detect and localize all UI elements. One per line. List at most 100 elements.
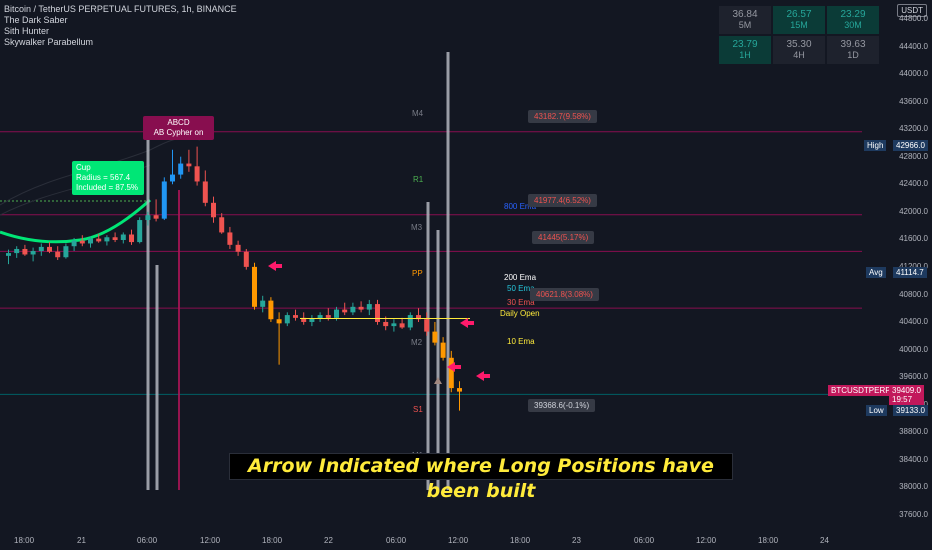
candle-body xyxy=(120,234,126,241)
low-tag-label: Low xyxy=(866,405,887,416)
candle-body xyxy=(342,309,348,313)
candle-body xyxy=(71,240,77,247)
price-axis-label: 37600.0 xyxy=(899,509,928,519)
candle-body xyxy=(358,306,364,310)
candle-body xyxy=(416,315,421,320)
price-axis-label: 38400.0 xyxy=(899,454,928,464)
pivot-m4: M4 xyxy=(412,109,424,118)
candle-body xyxy=(88,238,93,244)
currency-button[interactable]: USDT xyxy=(897,4,927,17)
time-axis-label: 18:00 xyxy=(758,536,779,545)
price-axis-label: 44800.0 xyxy=(899,14,928,23)
bar-countdown: 19:57 xyxy=(892,395,913,404)
ema-10-label: 10 Ema xyxy=(507,337,535,346)
last-price-tag: 39409.0 19:57 xyxy=(889,385,924,405)
candle-body xyxy=(47,246,52,252)
high-tag-value: 42966.0 xyxy=(893,140,928,151)
pivot-s1: S1 xyxy=(413,405,423,414)
avg-tag-value: 41114.7 xyxy=(893,267,927,278)
tf-value: 26.57 xyxy=(786,9,812,20)
time-axis-label: 06:00 xyxy=(386,536,407,545)
time-axis-label: 21 xyxy=(77,536,86,545)
time-axis-label: 18:00 xyxy=(262,536,283,545)
candle-body xyxy=(399,323,405,328)
level-callout-1[interactable]: 43182.7(9.58%) xyxy=(528,110,597,123)
candle-body xyxy=(268,300,274,320)
candle-body xyxy=(137,220,143,243)
level-callout-5[interactable]: 39368.6(-0.1%) xyxy=(528,399,596,412)
price-axis-label: 42000.0 xyxy=(899,206,928,216)
candle-body xyxy=(202,181,208,203)
candle-body xyxy=(129,234,134,243)
avg-tag-label: Avg xyxy=(866,267,886,278)
abcd-subtitle: AB Cypher on xyxy=(153,128,204,137)
long-position-arrow-3 xyxy=(447,362,461,372)
candle-body xyxy=(178,163,184,175)
indicator-dark-saber[interactable]: The Dark Saber xyxy=(4,15,68,25)
price-axis-label: 40000.0 xyxy=(899,344,928,354)
time-axis-label: 12:00 xyxy=(448,536,469,545)
cup-curve xyxy=(0,198,152,244)
level-callout-4[interactable]: 40621.8(3.08%) xyxy=(530,288,599,301)
candle-body xyxy=(284,315,290,324)
candle-body xyxy=(317,315,323,319)
tf-label: 30M xyxy=(844,20,862,30)
indicator-skywalker-parabellum[interactable]: Skywalker Parabellum xyxy=(4,37,94,47)
candle-body xyxy=(96,238,102,242)
candle-body xyxy=(383,321,389,327)
annotation-banner: Arrow Indicated where Long Positions hav… xyxy=(229,453,733,502)
level-callout-2[interactable]: 41977.4(6.52%) xyxy=(528,194,597,207)
price-axis-label: 38000.0 xyxy=(899,482,928,492)
long-position-arrow-2 xyxy=(460,318,474,328)
price-axis-label: 41200.0 xyxy=(899,262,928,271)
daily-open-label: Daily Open xyxy=(500,309,540,318)
pivot-pp: PP xyxy=(412,269,423,278)
price-axis-label: 43200.0 xyxy=(899,124,928,134)
tf-value: 36.84 xyxy=(732,9,758,20)
symbol-tag: BTCUSDTPERP xyxy=(828,385,894,396)
symbol-title[interactable]: Bitcoin / TetherUS PERPETUAL FUTURES, 1h… xyxy=(4,4,237,14)
candle-body xyxy=(219,217,225,233)
time-axis-label: 12:00 xyxy=(200,536,221,545)
time-axis-label: 24 xyxy=(820,536,829,545)
abcd-pattern-label[interactable]: ABCD AB Cypher on xyxy=(143,116,214,140)
candle-body xyxy=(309,318,315,322)
rsi-timeframe-table: 36.84 5M 26.57 15M 23.29 30M 23.79 1H 35.30 4… xyxy=(719,6,879,64)
candle-body xyxy=(407,315,413,328)
candle-body xyxy=(235,244,241,252)
tf-cell: 26.57 15M xyxy=(773,6,825,34)
ema-50-label: 50 Ema xyxy=(507,284,535,293)
level-callout-3[interactable]: 41445(5.17%) xyxy=(532,231,595,244)
long-position-arrow-1 xyxy=(268,261,282,271)
candle-body xyxy=(170,174,175,182)
time-axis-label: 22 xyxy=(324,536,333,545)
price-axis-label: 40800.0 xyxy=(899,289,928,299)
ema-30-label: 30 Ema xyxy=(507,298,535,307)
tf-label: 1D xyxy=(847,50,859,60)
indicator-sith-hunter[interactable]: Sith Hunter xyxy=(4,26,50,36)
candle-body xyxy=(448,357,454,389)
ema-800-label: 800 Ema xyxy=(504,202,537,211)
candle-body xyxy=(424,319,430,332)
cup-pattern-label[interactable]: Cup Radius = 567.4 Included = 87.5% xyxy=(72,161,144,195)
pivot-m3: M3 xyxy=(411,223,423,232)
time-axis-label: 06:00 xyxy=(634,536,655,545)
price-axis-label: 44400.0 xyxy=(899,41,928,51)
candle-body xyxy=(350,306,356,313)
candle-body xyxy=(30,251,36,255)
time-axis-label: 18:00 xyxy=(510,536,531,545)
tf-label: 15M xyxy=(790,20,808,30)
tf-cell: 36.84 5M xyxy=(719,6,771,34)
candle-body xyxy=(375,304,380,322)
candle-body xyxy=(112,237,118,241)
candle-body xyxy=(325,315,331,318)
time-axis-label: 18:00 xyxy=(14,536,35,545)
candle-body xyxy=(145,215,151,221)
candle-body xyxy=(334,309,339,318)
tf-value: 23.79 xyxy=(732,39,758,50)
candle-body xyxy=(186,163,192,167)
candle-body xyxy=(391,323,397,327)
ema-200-label: 200 Ema xyxy=(504,273,537,282)
candle-body xyxy=(366,304,372,310)
